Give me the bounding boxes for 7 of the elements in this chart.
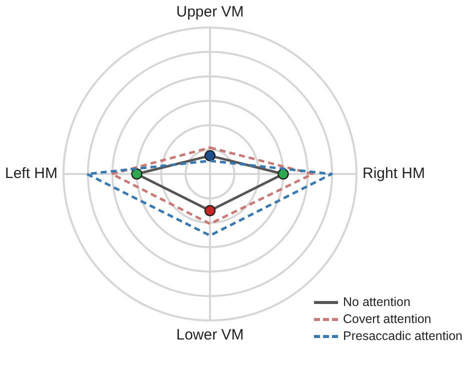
spoke-label: Right HM: [362, 165, 426, 182]
spoke-label: Left HM: [4, 165, 58, 182]
legend-label: No attention: [343, 294, 410, 311]
legend-label: Presaccadic attention: [343, 328, 463, 345]
spoke-label: Upper VM: [176, 4, 244, 21]
spoke-label: Lower VM: [176, 326, 244, 344]
legend-label: Covert attention: [343, 311, 432, 328]
